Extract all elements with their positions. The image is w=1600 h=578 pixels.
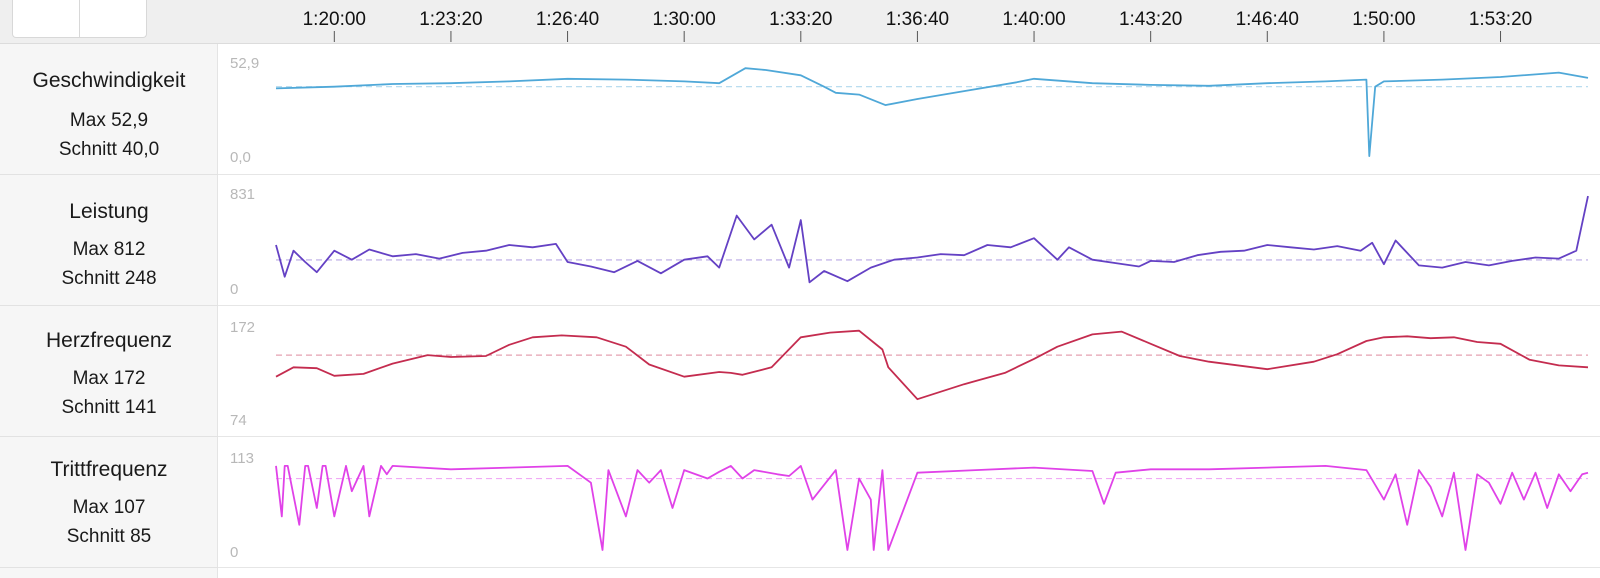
time-axis-label: 1:23:20 [419, 9, 482, 30]
y-axis-label: 113 [230, 450, 254, 467]
metric-title: Trittfrequenz [50, 458, 168, 481]
time-axis-label: 1:20:00 [303, 9, 366, 30]
metric-max: Max 812 [72, 239, 146, 260]
metric-panel-power: Leistung Max 812 Schnitt 248 [0, 175, 218, 306]
metric-title: Geschwindigkeit [32, 69, 186, 92]
y-axis-label: 0 [230, 281, 238, 298]
y-axis-label: 52,9 [230, 55, 259, 72]
series-line-cadence [275, 465, 1589, 551]
metric-max: Max 172 [72, 368, 146, 389]
row-divider [218, 305, 1600, 306]
row-divider [218, 436, 1600, 437]
time-axis-label: 1:50:00 [1352, 9, 1415, 30]
time-axis-label: 1:40:00 [1002, 9, 1065, 30]
metric-max: Max 52,9 [69, 110, 149, 131]
metrics-sidebar: Geschwindigkeit Max 52,9 Schnitt 40,0 Le… [0, 44, 218, 578]
y-axis-label: 74 [230, 412, 247, 429]
row-divider [218, 174, 1600, 175]
toolbar-button-left[interactable] [12, 0, 80, 38]
time-axis-label: 1:53:20 [1469, 9, 1532, 30]
metric-average: Schnitt 85 [66, 526, 152, 547]
metric-title: Leistung [69, 200, 149, 223]
series-line-heart-rate [275, 329, 1589, 401]
time-axis-label: 1:46:40 [1236, 9, 1299, 30]
metric-panel-heart-rate: Herzfrequenz Max 172 Schnitt 141 [0, 306, 218, 437]
metric-max: Max 107 [72, 497, 146, 518]
series-line-speed [275, 67, 1589, 157]
time-axis-label: 1:43:20 [1119, 9, 1182, 30]
time-axis-label: 1:30:00 [652, 9, 715, 30]
y-axis-label: 831 [230, 186, 255, 203]
top-toolbar [0, 0, 1600, 44]
metric-title: Herzfrequenz [45, 329, 173, 352]
metric-average: Schnitt 248 [61, 268, 157, 289]
time-axis-label: 1:26:40 [536, 9, 599, 30]
y-axis-label: 0 [230, 544, 238, 561]
series-line-power [275, 195, 1589, 284]
metric-average: Schnitt 40,0 [58, 139, 160, 160]
toolbar-button-right[interactable] [79, 0, 147, 38]
y-axis-label: 172 [230, 319, 255, 336]
metric-panel-speed: Geschwindigkeit Max 52,9 Schnitt 40,0 [0, 44, 218, 175]
time-axis-label: 1:33:20 [769, 9, 832, 30]
metric-panel-cadence: Trittfrequenz Max 107 Schnitt 85 [0, 437, 218, 568]
time-axis-label: 1:36:40 [886, 9, 949, 30]
row-divider [218, 567, 1600, 568]
metric-average: Schnitt 141 [61, 397, 157, 418]
y-axis-label: 0,0 [230, 149, 251, 166]
